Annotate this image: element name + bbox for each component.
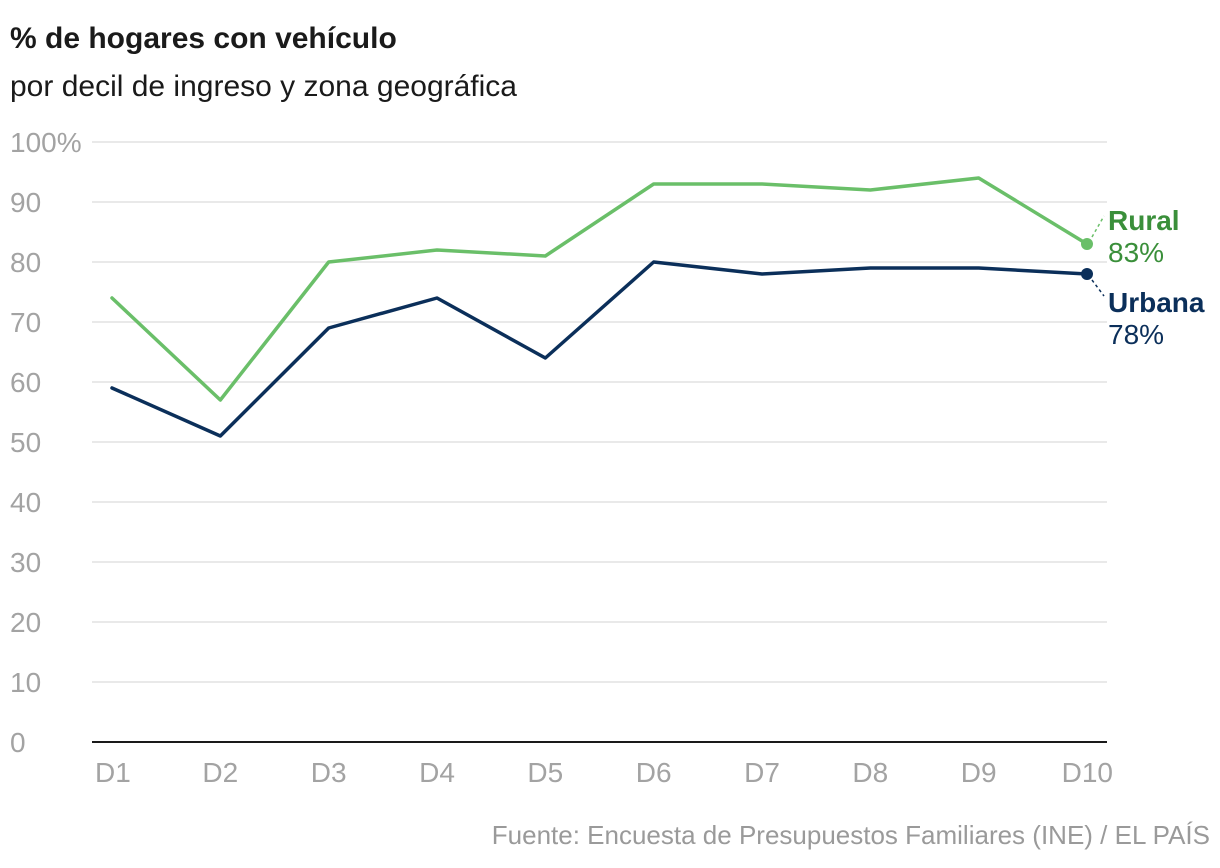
- y-tick-label: 50: [10, 427, 41, 458]
- chart-title: % de hogares con vehículo: [10, 22, 397, 55]
- leader-line-urbana: [1091, 279, 1105, 297]
- endpoint-marker-urbana: [1081, 268, 1093, 280]
- x-tick-D9: D9: [961, 757, 997, 788]
- x-tick-D1: D1: [95, 757, 131, 788]
- series-value-rural: 83%: [1108, 237, 1164, 268]
- y-tick-label: 90: [10, 187, 41, 218]
- x-tick-D4: D4: [419, 757, 455, 788]
- x-tick-D6: D6: [636, 757, 672, 788]
- x-tick-D5: D5: [527, 757, 563, 788]
- y-tick-label: 30: [10, 547, 41, 578]
- grid-layer: [92, 141, 1107, 683]
- series-value-urbana: 78%: [1108, 319, 1164, 350]
- x-tick-D2: D2: [202, 757, 238, 788]
- x-tick-D3: D3: [311, 757, 347, 788]
- series-name-urbana: Urbana: [1108, 287, 1205, 318]
- series-line-rural: [110, 176, 1089, 402]
- leader-line-rural: [1091, 215, 1105, 238]
- y-tick-label: 10: [10, 667, 41, 698]
- x-axis-ticks: D1 D2 D3 D4 D5 D6 D7 D8 D9 D10: [95, 757, 1113, 788]
- x-tick-D10: D10: [1062, 757, 1113, 788]
- endpoint-marker-rural: [1081, 238, 1093, 250]
- x-tick-D8: D8: [852, 757, 888, 788]
- y-tick-label: 60: [10, 367, 41, 398]
- y-tick-label: 80: [10, 247, 41, 278]
- y-tick-label: 70: [10, 307, 41, 338]
- y-tick-label: 20: [10, 607, 41, 638]
- series-layer: [110, 176, 1093, 438]
- series-name-rural: Rural: [1108, 205, 1180, 236]
- y-tick-label: 100%: [10, 127, 82, 158]
- chart-subtitle: por decil de ingreso y zona geográfica: [10, 70, 517, 103]
- y-tick-label: 40: [10, 487, 41, 518]
- x-tick-D7: D7: [744, 757, 780, 788]
- series-line-urbana: [110, 260, 1089, 438]
- y-axis-ticks: 0 10 20 30 40 50 60 70 80 90 100%: [10, 127, 82, 758]
- y-tick-label: 0: [10, 727, 26, 758]
- source-note: Fuente: Encuesta de Presupuestos Familia…: [491, 820, 1210, 850]
